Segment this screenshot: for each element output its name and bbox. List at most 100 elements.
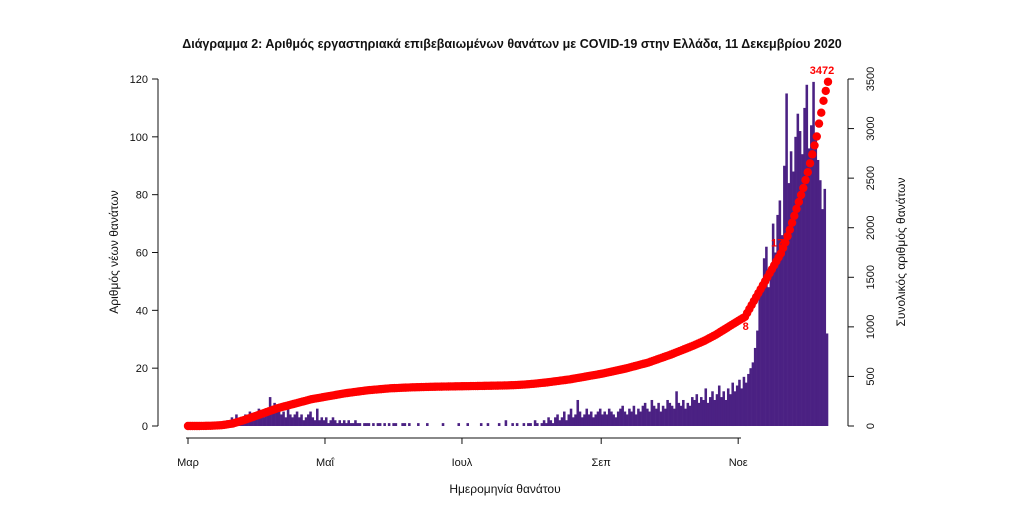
daily-deaths-bar xyxy=(408,423,411,426)
daily-deaths-bar xyxy=(774,252,777,426)
x-tick-label: Σεπ xyxy=(592,457,612,469)
x-tick-label: Ιουλ xyxy=(452,457,473,469)
left-tick-label: 120 xyxy=(130,74,148,86)
daily-deaths-bar xyxy=(304,417,308,426)
daily-deaths-bar xyxy=(630,411,633,426)
daily-deaths-bar xyxy=(805,84,809,426)
cumulative-annotation: 3472 xyxy=(810,65,834,77)
right-tick-label: 3000 xyxy=(865,116,877,140)
right-tick-label: 500 xyxy=(865,367,877,385)
daily-deaths-bar xyxy=(798,131,802,427)
daily-deaths-bar xyxy=(342,420,346,426)
daily-deaths-bar xyxy=(284,417,288,426)
daily-deaths-bar xyxy=(596,411,600,426)
daily-deaths-bar xyxy=(560,417,564,426)
daily-deaths-bar xyxy=(783,165,786,426)
daily-deaths-bar xyxy=(572,417,575,426)
daily-deaths-bars xyxy=(214,81,829,427)
daily-deaths-bar xyxy=(565,420,568,426)
daily-deaths-bar xyxy=(372,423,375,426)
daily-deaths-bar xyxy=(358,423,362,426)
daily-deaths-bar xyxy=(576,399,580,426)
daily-deaths-bar xyxy=(697,402,701,426)
daily-deaths-bar xyxy=(403,423,407,426)
daily-deaths-bar xyxy=(650,399,654,426)
daily-deaths-bar xyxy=(313,420,317,426)
daily-deaths-bar xyxy=(589,411,593,426)
daily-deaths-bar xyxy=(677,402,681,426)
daily-deaths-bar xyxy=(585,408,589,426)
daily-deaths-bar xyxy=(486,423,490,426)
daily-deaths-bar xyxy=(657,402,660,426)
cumulative-point xyxy=(792,204,801,214)
daily-deaths-bar xyxy=(792,171,795,426)
daily-deaths-bar xyxy=(801,154,804,426)
daily-deaths-bar xyxy=(614,417,618,426)
left-axis-ticks: 0 20 40 60 80 100 120 xyxy=(130,74,158,433)
daily-deaths-bar xyxy=(601,414,604,426)
cumulative-point xyxy=(799,183,808,193)
x-axis-label: Ημερομηνία θανάτου xyxy=(449,482,560,496)
daily-deaths-bar xyxy=(293,414,297,426)
left-tick-label: 60 xyxy=(136,248,148,260)
daily-deaths-bar xyxy=(785,93,788,427)
left-tick-label: 40 xyxy=(136,305,148,317)
daily-deaths-bar xyxy=(769,266,773,426)
daily-deaths-bar xyxy=(336,423,339,426)
daily-deaths-bar xyxy=(367,423,371,426)
cumulative-point xyxy=(803,167,812,177)
daily-deaths-bar xyxy=(807,148,811,426)
cumulative-point xyxy=(801,175,810,185)
daily-deaths-bar xyxy=(751,362,755,426)
right-axis-ticks: 0 500 1000 1500 2000 2500 3000 3500 xyxy=(848,67,877,429)
daily-deaths-bar xyxy=(628,408,631,426)
daily-deaths-bar xyxy=(598,408,602,426)
left-axis-label: Αριθμός νέων θανάτων xyxy=(107,190,121,313)
daily-deaths-bar xyxy=(742,376,746,426)
daily-deaths-bar xyxy=(762,258,766,426)
daily-deaths-bar xyxy=(307,414,310,426)
daily-deaths-bar xyxy=(652,405,656,426)
daily-deaths-bar xyxy=(282,411,285,426)
cumulative-point xyxy=(819,96,828,106)
daily-deaths-bar xyxy=(363,423,366,426)
daily-deaths-bar xyxy=(515,423,519,426)
daily-deaths-bar xyxy=(333,420,337,426)
cumulative-point xyxy=(787,218,797,227)
cumulative-point xyxy=(785,225,795,234)
right-axis-label: Συνολικός αριθμός θανάτων xyxy=(894,177,908,326)
x-tick-label: Μαΐ xyxy=(316,457,335,469)
daily-deaths-bar xyxy=(280,414,283,426)
daily-deaths-bar xyxy=(551,423,555,426)
daily-deaths-bar xyxy=(309,411,312,426)
daily-deaths-bar xyxy=(639,411,642,426)
daily-deaths-bar xyxy=(497,423,501,426)
daily-deaths-bar xyxy=(747,373,750,426)
daily-deaths-bar xyxy=(717,385,721,426)
daily-deaths-bar xyxy=(556,414,559,426)
daily-deaths-bar xyxy=(255,417,258,426)
daily-deaths-bar xyxy=(816,159,820,426)
chart-title: Διάγραμμα 2: Αριθμός εργαστηριακά επιβεβ… xyxy=(182,37,842,51)
daily-deaths-bar xyxy=(821,209,824,427)
daily-deaths-bar xyxy=(594,414,598,426)
daily-deaths-bar xyxy=(758,295,761,427)
daily-deaths-bar xyxy=(578,411,582,426)
daily-deaths-bar xyxy=(522,423,526,426)
daily-deaths-bar xyxy=(441,423,445,426)
cumulative-point xyxy=(821,86,830,96)
daily-deaths-bar xyxy=(767,287,770,426)
daily-deaths-bar xyxy=(726,388,730,426)
daily-deaths-bar xyxy=(316,408,319,426)
left-tick-label: 100 xyxy=(130,132,148,144)
daily-deaths-bar xyxy=(540,423,544,426)
daily-deaths-bar xyxy=(298,417,301,426)
daily-deaths-bar xyxy=(271,408,274,426)
daily-deaths-bar xyxy=(466,423,470,426)
daily-deaths-bar xyxy=(574,414,577,426)
daily-deaths-bar xyxy=(536,423,539,426)
daily-deaths-bar xyxy=(765,246,768,426)
daily-deaths-bar xyxy=(322,420,326,426)
daily-deaths-bar xyxy=(691,397,694,426)
